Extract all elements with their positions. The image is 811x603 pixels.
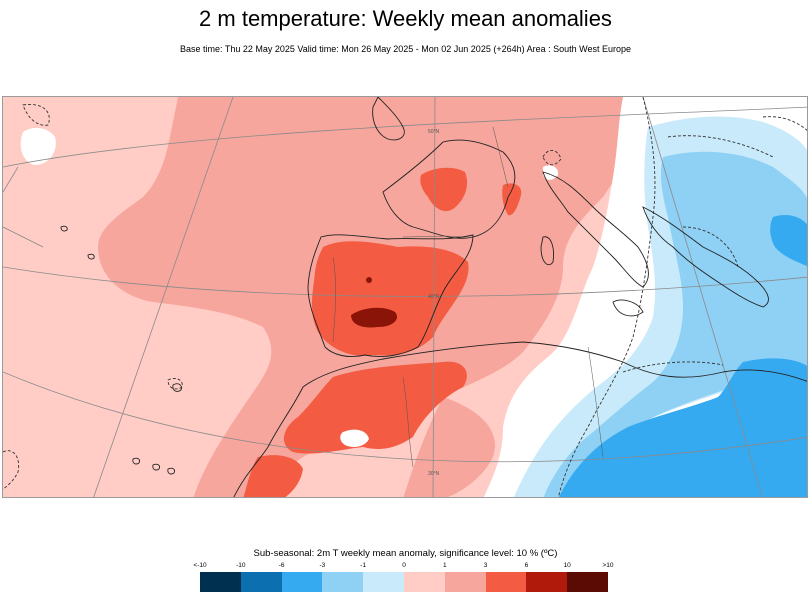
legend-swatch [403,572,445,592]
anomaly-band-3-6 [502,183,522,216]
graticule-label: 50°N [428,129,440,135]
anomaly-map: 50°N 40°N 30°N [2,96,808,498]
chart-title: 2 m temperature: Weekly mean anomalies [199,6,612,31]
legend-swatch [444,572,486,592]
legend-tick-label: -6 [278,562,285,569]
legend-swatch [200,572,241,592]
legend-tick-label: 6 [524,562,529,569]
significance-contour [558,97,656,497]
legend-swatch [281,572,323,592]
border-spain-portugal [332,256,336,343]
chart-subtitle: Base time: Thu 22 May 2025 Valid time: M… [179,44,631,54]
border-algeria-tunisia [587,346,604,458]
legend-tick-label: 10 [563,562,571,569]
border-algeria-morocco [402,376,414,468]
graticule-lon-e10 [642,97,763,497]
coastline-north-africa [302,341,807,388]
legend-swatch [526,572,568,592]
significance-contour [682,226,739,268]
coastline-france [382,139,516,239]
anomaly-band-1-3 [403,397,495,497]
anomaly-band-near-zero [763,97,807,137]
coastline-morocco [233,386,304,497]
legend-swatch [485,572,527,592]
graticule-lon-w20 [93,97,234,497]
coastline-madeira [172,383,182,392]
significance-contour [167,377,183,390]
graticule-lat-50 [3,106,807,168]
coastline-canaries [132,457,140,465]
legend-tick-label: <-10 [193,562,207,569]
significance-contour [3,450,20,490]
legend-tick-label: -3 [319,562,326,569]
legend-tick-label: 0 [402,562,406,569]
significance-contour [22,104,50,126]
graticule-lat-40 [3,266,807,297]
coastline-iberia [307,234,474,358]
graticule-label: 30°N [428,471,440,477]
legend-swatch [567,572,608,592]
legend-swatch [240,572,282,592]
graticule-label: 40°N [428,294,440,300]
anomaly-band-3-6 [420,167,468,212]
coastline-balkans [642,206,769,308]
anomaly-band-6-10 [351,307,398,328]
border-france-germany [492,126,509,188]
anomaly-band-minus6-minus3 [559,358,807,497]
anomaly-band-3-6 [243,455,303,497]
anomaly-band-near-zero [20,127,56,165]
legend-tick-label: 1 [442,562,447,569]
coastline-azores [87,253,95,260]
graticule-lon-w10 [3,226,44,248]
legend-tick-label: 3 [483,562,488,569]
legend-tick-label: >10 [602,562,614,569]
coastline-azores [60,225,68,232]
anomaly-band-3-6 [283,361,467,454]
anomaly-band-6-10 [366,277,372,283]
coastline-britain [372,97,405,141]
graticule-lon-w30 [3,166,19,193]
anomaly-band-minus3-minus1 [543,151,807,497]
border-spain-france [402,235,464,238]
significance-contour [667,135,774,158]
graticule-lat-30 [3,371,807,463]
color-legend [200,572,608,592]
coastline-sardinia [540,236,554,266]
legend-ticks: <-10 -10 -6 -3 -1 0 1 3 6 10 >10 [193,562,613,572]
legend-tick-label: -10 [236,562,246,569]
anomaly-band-near-zero [340,429,369,447]
coastline-canaries [152,463,160,471]
significance-contour [622,361,724,373]
graticule-lon-0 [432,97,436,497]
anomaly-band-minus6-minus3 [770,215,807,267]
anomaly-band-3-6 [311,241,469,356]
legend-swatch [322,572,364,592]
significance-contour [762,116,807,131]
legend-tick-label: -1 [360,562,367,569]
coastline-sicily [612,299,644,317]
significance-contour [542,150,562,166]
coastline-canaries [167,467,175,475]
legend-title: Sub-seasonal: 2m T weekly mean anomaly, … [253,548,558,559]
legend-swatch [363,572,404,592]
